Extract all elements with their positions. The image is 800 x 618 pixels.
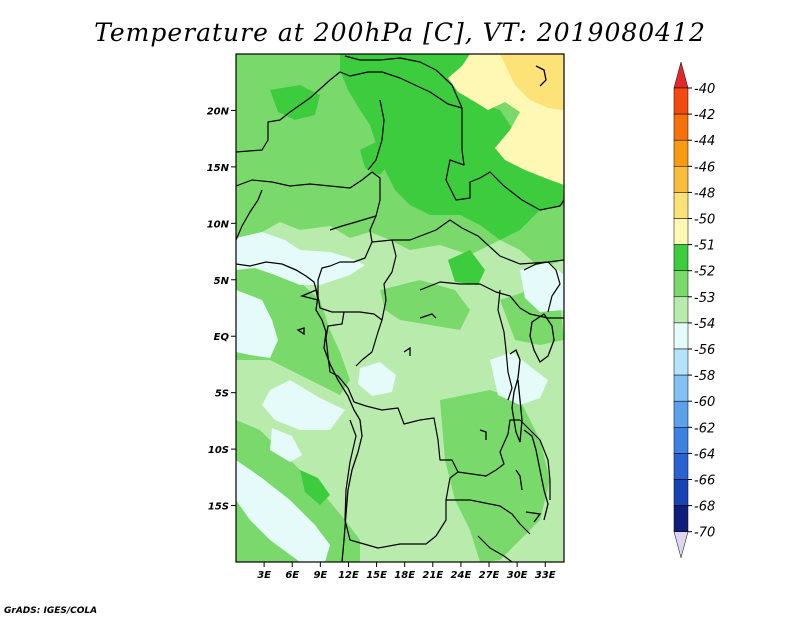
colorbar-label: -54 (694, 317, 715, 332)
lon-tick-label: 15E (366, 570, 387, 581)
field-fill-54 (236, 232, 564, 562)
colorbar-label: -50 (694, 213, 715, 228)
field-fill-52 (270, 54, 564, 505)
colorbar-label: -62 (694, 421, 715, 436)
colorbar-label: -52 (694, 265, 715, 280)
colorbar-swatch (673, 270, 689, 298)
colorbar-swatch (673, 218, 689, 245)
colorbar-swatch (673, 479, 689, 506)
colorbar-label: -58 (694, 369, 715, 384)
lon-tick-label: 27E (479, 570, 500, 581)
lat-tick-label: EQ (214, 332, 230, 343)
colorbar-swatch (673, 244, 689, 271)
lon-tick-label: 6E (285, 570, 299, 581)
colorbar-label: -51 (694, 239, 715, 254)
lon-tick-label: 9E (313, 570, 327, 581)
colorbar-label: -44 (694, 134, 715, 149)
colorbar-bottom-cap (673, 531, 689, 559)
colorbar-swatch (673, 427, 689, 454)
lat-tick-label: 15N (207, 163, 230, 174)
colorbar-swatch (673, 400, 689, 428)
colorbar-swatch (673, 166, 689, 193)
colorbar-label: -42 (694, 108, 715, 123)
country-borders (236, 55, 564, 562)
colorbar-swatch (673, 453, 689, 480)
field-fill-50 (500, 54, 564, 110)
lat-tick-label: 5N (214, 276, 230, 287)
colorbar-swatch (673, 374, 689, 402)
colorbar-swatch (673, 139, 689, 167)
colorbar-label: -40 (694, 82, 715, 97)
coastline (236, 65, 555, 562)
latitude-axis: 20N 15N 10N 5N EQ 5S 10S 15S (207, 106, 236, 513)
colorbar-top-cap (673, 61, 689, 89)
longitude-axis: 3E 6E 9E 12E 15E 18E 21E 24E 27E 30E 33E (257, 562, 556, 581)
colorbar-swatch (673, 192, 689, 219)
colorbar-label: -68 (694, 500, 715, 515)
footer-credit: GrADS: IGES/COLA (4, 606, 97, 616)
colorbar-swatch (673, 322, 689, 350)
colorbar-label: -60 (694, 395, 715, 410)
lat-tick-label: 20N (207, 106, 230, 117)
colorbar-swatch (673, 87, 689, 115)
colorbar-label: -70 (694, 526, 715, 541)
lat-tick-label: 5S (215, 389, 229, 400)
lon-tick-label: 18E (394, 570, 415, 581)
map-frame (235, 53, 565, 563)
colorbar: -40 -42 -44 -46 -48 -50 -51 -52 -53 -54 -56 -58 -60 -… (673, 61, 715, 559)
lat-tick-label: 15S (208, 502, 229, 513)
lon-tick-label: 12E (338, 570, 359, 581)
lat-tick-label: 10S (208, 445, 229, 456)
colorbar-swatch (673, 348, 689, 376)
map-panel: 20N 15N 10N 5N EQ 5S 10S 15S 3E 6E 9E 12E 15E 18E 21E… (207, 53, 565, 581)
colorbar-swatch (673, 113, 689, 141)
lon-tick-label: 21E (422, 570, 443, 581)
lon-tick-label: 3E (257, 570, 271, 581)
lon-tick-label: 30E (507, 570, 528, 581)
lon-tick-label: 33E (535, 570, 556, 581)
colorbar-swatch (673, 296, 689, 324)
colorbar-label: -66 (694, 474, 715, 489)
colorbar-label: -53 (694, 291, 715, 306)
lat-tick-label: 10N (207, 219, 230, 230)
chart-title: Temperature at 200hPa [C], VT: 201908041… (94, 18, 706, 47)
colorbar-label: -48 (694, 186, 715, 201)
colorbar-label: -56 (694, 343, 715, 358)
colorbar-label: -64 (694, 447, 715, 462)
colorbar-swatch (673, 505, 689, 532)
colorbar-label: -46 (694, 160, 715, 175)
lon-tick-label: 24E (451, 570, 472, 581)
